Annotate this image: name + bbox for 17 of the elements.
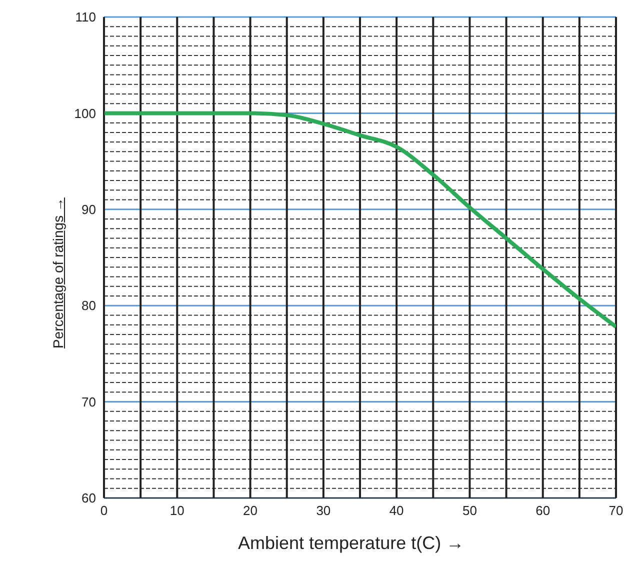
x-tick-label: 20 [243, 503, 258, 518]
x-tick-label: 30 [316, 503, 331, 518]
x-tick-label: 60 [536, 503, 550, 518]
y-tick-label: 70 [82, 394, 96, 410]
y-tick-label: 80 [82, 298, 96, 314]
x-tick-label: 10 [170, 503, 184, 518]
x-tick-label: 0 [100, 503, 108, 518]
x-tick-label: 40 [389, 503, 404, 518]
y-tick-label: 60 [82, 490, 96, 506]
x-tick-label: 50 [462, 503, 477, 518]
x-axis-title: Ambient temperature t(C) → [238, 533, 464, 554]
y-tick-label: 110 [75, 10, 96, 25]
y-tick-label: 100 [74, 106, 96, 121]
x-tick-label: 70 [608, 503, 624, 518]
y-tick-label: 90 [82, 202, 96, 218]
y-axis-title: Percentage of ratings → [50, 198, 66, 348]
line-series [104, 111, 616, 329]
